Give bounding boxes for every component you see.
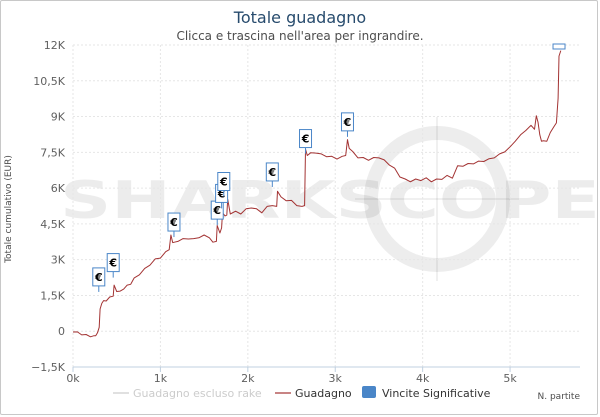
marker-label: € (219, 175, 228, 188)
watermark-text: SHARKSCOPE (60, 171, 600, 231)
legend-item: Guadagno (275, 387, 352, 400)
axes: −1,5K 0 1,5K 3K 4,5K 6K 7,5K 9K 10,5K 12K 0k 1k 2k 3k… (31, 39, 580, 385)
markers[interactable]: €€€€€€€€€ (92, 43, 566, 292)
chart-subtitle: Clicca e trascina nell'area per ingrandi… (176, 29, 424, 43)
grid (72, 44, 580, 368)
chart-title: Totale guadagno (233, 8, 367, 27)
marker-vincita: € (106, 253, 120, 278)
x-tick-label: 0k (66, 372, 80, 385)
y-tick-label: −1,5K (31, 361, 66, 374)
marker-flag (106, 253, 120, 273)
y-tick-label: 1,5K (40, 289, 65, 302)
y-tick-label: 6K (51, 182, 66, 195)
legend-item: Vincite Significative (362, 386, 491, 400)
marker-flag (265, 162, 279, 182)
x-tick-label: 3k (329, 372, 343, 385)
marker-label: € (212, 204, 221, 217)
legend-item: Guadagno escluso rake (113, 387, 262, 400)
y-tick-label: 12K (44, 39, 66, 52)
y-tick-label: 7,5K (40, 146, 65, 159)
marker-flag (217, 171, 231, 191)
x-axis-label: N. partite (538, 392, 581, 402)
series-line-guadagno (72, 50, 562, 338)
x-tick-label: 4k (416, 372, 430, 385)
marker-label: € (108, 257, 117, 270)
marker-flag (167, 212, 181, 232)
marker-vincita: € (217, 171, 231, 197)
marker-vincita (552, 43, 566, 50)
marker-vincita: € (92, 267, 106, 292)
marker-flag (299, 129, 313, 149)
marker-label: € (343, 116, 352, 129)
marker-flag (92, 267, 106, 287)
marker-vincita: € (210, 200, 224, 226)
marker-vincita: € (299, 129, 313, 154)
x-tick-label: 2k (241, 372, 255, 385)
marker-vincita: € (340, 112, 354, 137)
y-tick-label: 0 (58, 325, 65, 338)
y-tick-label: 4,5K (40, 218, 65, 231)
legend-label: Vincite Significative (382, 387, 491, 400)
series (72, 50, 562, 338)
marker-flag (340, 112, 354, 132)
watermark: SHARKSCOPE (60, 117, 600, 281)
y-tick-label: 3K (51, 254, 66, 267)
y-tick-label: 9K (51, 111, 66, 124)
marker-label: € (301, 133, 310, 146)
legend-symbol (362, 386, 376, 398)
x-tick-label: 5k (503, 372, 517, 385)
legend-label: Guadagno (295, 387, 352, 400)
legend[interactable]: Guadagno escluso rake Guadagno Vincite Sig… (113, 386, 491, 400)
legend-label: Guadagno escluso rake (133, 387, 262, 400)
marker-label: € (217, 187, 226, 200)
marker-vincita: € (265, 162, 279, 187)
marker-label: € (94, 271, 103, 284)
marker-flag (552, 43, 566, 50)
x-tick-label: 1k (154, 372, 168, 385)
y-tick-label: 10,5K (33, 75, 65, 88)
marker-label: € (169, 216, 178, 229)
marker-label: € (267, 166, 276, 179)
marker-vincita: € (167, 212, 181, 238)
watermark-crosshair-circle (364, 126, 510, 272)
